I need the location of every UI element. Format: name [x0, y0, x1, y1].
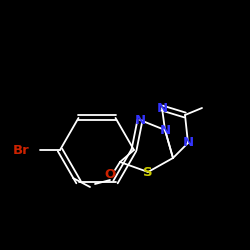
Text: S: S	[143, 166, 153, 178]
Text: O: O	[104, 168, 116, 181]
Text: N: N	[182, 136, 194, 149]
Text: N: N	[160, 124, 170, 136]
Text: N: N	[134, 114, 145, 126]
Text: Br: Br	[13, 144, 30, 156]
Text: N: N	[156, 102, 168, 114]
